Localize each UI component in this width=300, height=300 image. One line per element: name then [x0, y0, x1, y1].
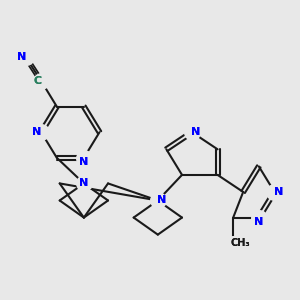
Text: N: N [79, 178, 88, 188]
Text: N: N [79, 157, 88, 167]
Text: C: C [34, 76, 42, 86]
Text: N: N [157, 196, 166, 206]
Text: N: N [254, 217, 263, 227]
Text: CH₃: CH₃ [230, 238, 250, 248]
Text: N: N [17, 52, 27, 62]
Text: N: N [254, 217, 263, 227]
Text: CH₃: CH₃ [230, 238, 250, 248]
Text: N: N [79, 157, 88, 167]
Text: N: N [274, 187, 283, 197]
Text: N: N [17, 52, 27, 62]
Text: N: N [191, 127, 200, 137]
Text: C: C [34, 76, 42, 86]
Text: N: N [79, 178, 88, 188]
Text: N: N [191, 127, 200, 137]
Text: N: N [274, 187, 283, 197]
Text: N: N [32, 127, 41, 137]
Text: N: N [157, 196, 166, 206]
Text: N: N [32, 127, 41, 137]
